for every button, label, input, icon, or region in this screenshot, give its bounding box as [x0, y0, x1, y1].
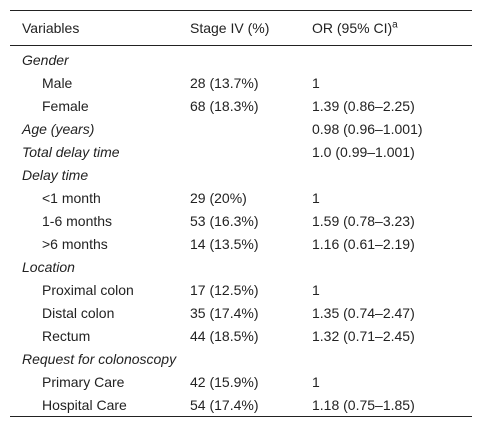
row-or: 1: [312, 74, 320, 91]
row-or: [312, 163, 472, 186]
table-row-group: Age (years) 0.98 (0.96–1.001): [10, 117, 472, 140]
row-label: Female: [42, 97, 89, 114]
table-row: >6 months 14 (13.5%) 1.16 (0.61–2.19): [10, 232, 472, 255]
row-stage: 42 (15.9%): [190, 373, 259, 390]
row-label: Proximal colon: [42, 281, 134, 298]
row-stage: 29 (20%): [190, 189, 247, 206]
row-label: Hospital Care: [42, 396, 127, 413]
row-stage: [190, 347, 312, 370]
row-or: 1.39 (0.86–2.25): [312, 97, 415, 114]
header-or-label: OR (95% CI): [312, 20, 393, 36]
header-stage-iv: Stage IV (%): [190, 20, 270, 36]
row-or: [312, 255, 472, 278]
row-label: <1 month: [42, 189, 101, 206]
table-row: Female 68 (18.3%) 1.39 (0.86–2.25): [10, 94, 472, 117]
row-label: Distal colon: [42, 304, 115, 321]
row-label: Total delay time: [22, 143, 120, 160]
table-row: Hospital Care 54 (17.4%) 1.18 (0.75–1.85…: [10, 393, 472, 417]
row-or: 1.32 (0.71–2.45): [312, 327, 415, 344]
table-row: 1-6 months 53 (16.3%) 1.59 (0.78–3.23): [10, 209, 472, 232]
table-row-group: Location: [10, 255, 472, 278]
row-or: 0.98 (0.96–1.001): [312, 120, 423, 137]
row-or: 1.35 (0.74–2.47): [312, 304, 415, 321]
row-stage: [190, 255, 312, 278]
table-row-group: Total delay time 1.0 (0.99–1.001): [10, 140, 472, 163]
row-label: Rectum: [42, 327, 91, 344]
row-stage: 14 (13.5%): [190, 235, 259, 252]
row-or: 1.16 (0.61–2.19): [312, 235, 415, 252]
row-stage: 28 (13.7%): [190, 74, 259, 91]
header-variables: Variables: [22, 20, 80, 36]
row-or: [312, 347, 472, 370]
row-or: 1.18 (0.75–1.85): [312, 396, 415, 413]
row-or: 1: [312, 281, 320, 298]
row-stage: 53 (16.3%): [190, 212, 259, 229]
row-stage: 17 (12.5%): [190, 281, 259, 298]
row-stage: 35 (17.4%): [190, 304, 259, 321]
row-label: Request for colonoscopy: [22, 350, 177, 367]
table-row-group: Gender: [10, 46, 472, 72]
table-row: Male 28 (13.7%) 1: [10, 71, 472, 94]
row-or: 1: [312, 373, 320, 390]
results-table-container: Variables Stage IV (%) OR (95% CI)a Gend…: [10, 10, 472, 417]
row-stage: 68 (18.3%): [190, 97, 259, 114]
row-or: 1.0 (0.99–1.001): [312, 143, 415, 160]
row-stage: [190, 46, 312, 72]
row-stage: 54 (17.4%): [190, 396, 259, 413]
table-row: Distal colon 35 (17.4%) 1.35 (0.74–2.47): [10, 301, 472, 324]
row-label: Primary Care: [42, 373, 125, 390]
table-row: Rectum 44 (18.5%) 1.32 (0.71–2.45): [10, 324, 472, 347]
table-row-group: Delay time: [10, 163, 472, 186]
row-stage: [190, 163, 312, 186]
row-label: Age (years): [22, 120, 95, 137]
table-row-group: Request for colonoscopy: [10, 347, 472, 370]
row-stage: 44 (18.5%): [190, 327, 259, 344]
row-stage: [190, 117, 312, 140]
header-odds-ratio: OR (95% CI)a: [312, 11, 472, 46]
results-table: Variables Stage IV (%) OR (95% CI)a Gend…: [10, 10, 472, 417]
row-or: 1.59 (0.78–3.23): [312, 212, 415, 229]
header-or-footnote-mark: a: [392, 19, 398, 31]
table-header-row: Variables Stage IV (%) OR (95% CI)a: [10, 10, 472, 46]
table-row: Primary Care 42 (15.9%) 1: [10, 370, 472, 393]
row-or: 1: [312, 189, 320, 206]
row-label: Gender: [22, 51, 69, 68]
row-label: Male: [42, 74, 73, 91]
table-row: <1 month 29 (20%) 1: [10, 186, 472, 209]
row-label: Location: [22, 258, 75, 275]
row-or: [312, 46, 472, 72]
row-label: >6 months: [42, 235, 108, 252]
row-stage: [190, 140, 312, 163]
table-row: Proximal colon 17 (12.5%) 1: [10, 278, 472, 301]
row-label: Delay time: [22, 166, 89, 183]
row-label: 1-6 months: [42, 212, 113, 229]
